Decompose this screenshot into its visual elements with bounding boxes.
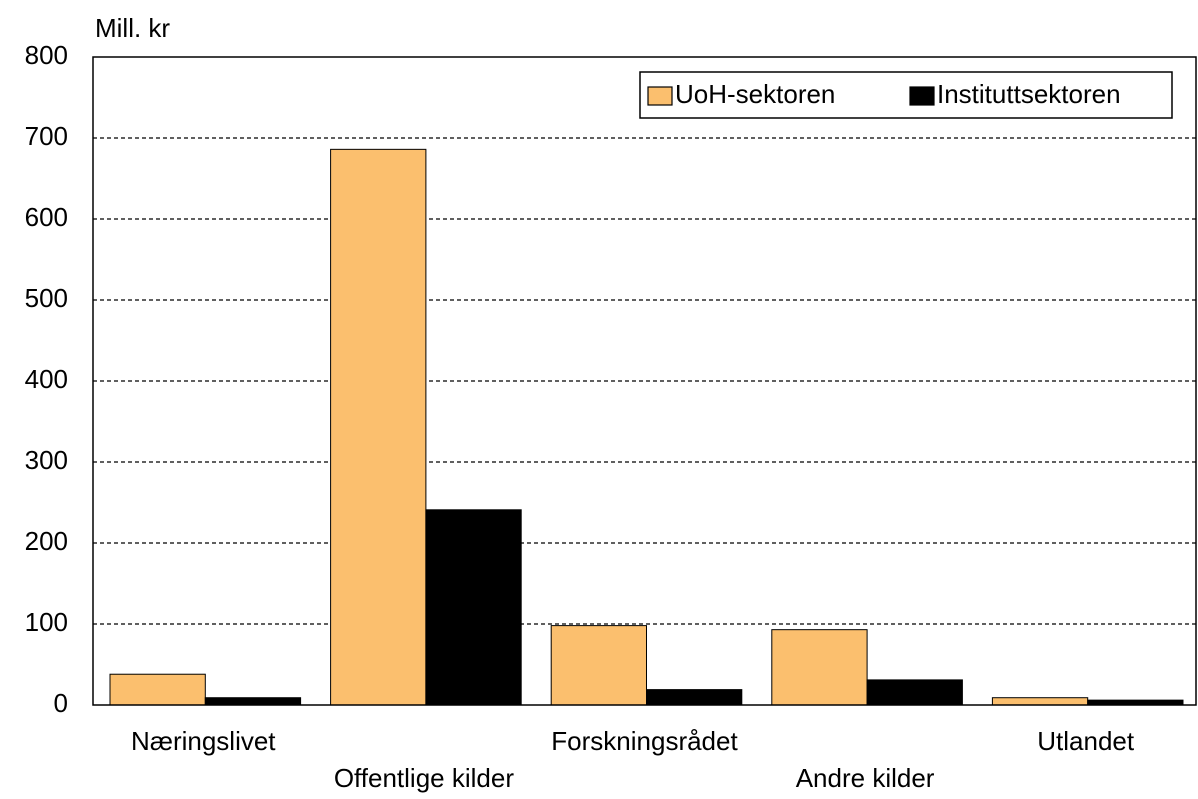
x-tick-label: Forskningsrådet	[551, 726, 738, 756]
y-tick-label: 500	[25, 283, 68, 313]
bar	[204, 697, 302, 706]
x-tick-label: Utlandet	[1037, 726, 1135, 756]
y-tick-label: 800	[25, 40, 68, 70]
y-tick-label: 300	[25, 445, 68, 475]
y-tick-label: 200	[25, 526, 68, 556]
bar	[550, 625, 648, 706]
y-tick-label: 600	[25, 202, 68, 232]
y-tick-label: 700	[25, 121, 68, 151]
bar	[646, 689, 743, 706]
y-tick-label: 0	[54, 688, 68, 718]
bar	[425, 509, 522, 706]
x-tick-label: Offentlige kilder	[334, 763, 515, 793]
x-tick-label: Andre kilder	[796, 763, 935, 793]
x-tick-label: Næringslivet	[131, 726, 276, 756]
plot-frame	[92, 56, 1197, 706]
y-axis-label: Mill. kr	[95, 13, 170, 43]
bar	[330, 148, 427, 706]
bar	[991, 697, 1089, 706]
legend-swatch	[909, 86, 935, 106]
y-tick-label: 400	[25, 364, 68, 394]
bar	[771, 629, 868, 706]
legend-label: UoH-sektoren	[675, 79, 835, 109]
bar	[866, 679, 963, 706]
bar	[109, 673, 206, 706]
legend	[639, 71, 1173, 119]
y-tick-label: 100	[25, 607, 68, 637]
legend-swatch	[647, 86, 673, 106]
legend-label: Instituttsektoren	[937, 79, 1121, 109]
